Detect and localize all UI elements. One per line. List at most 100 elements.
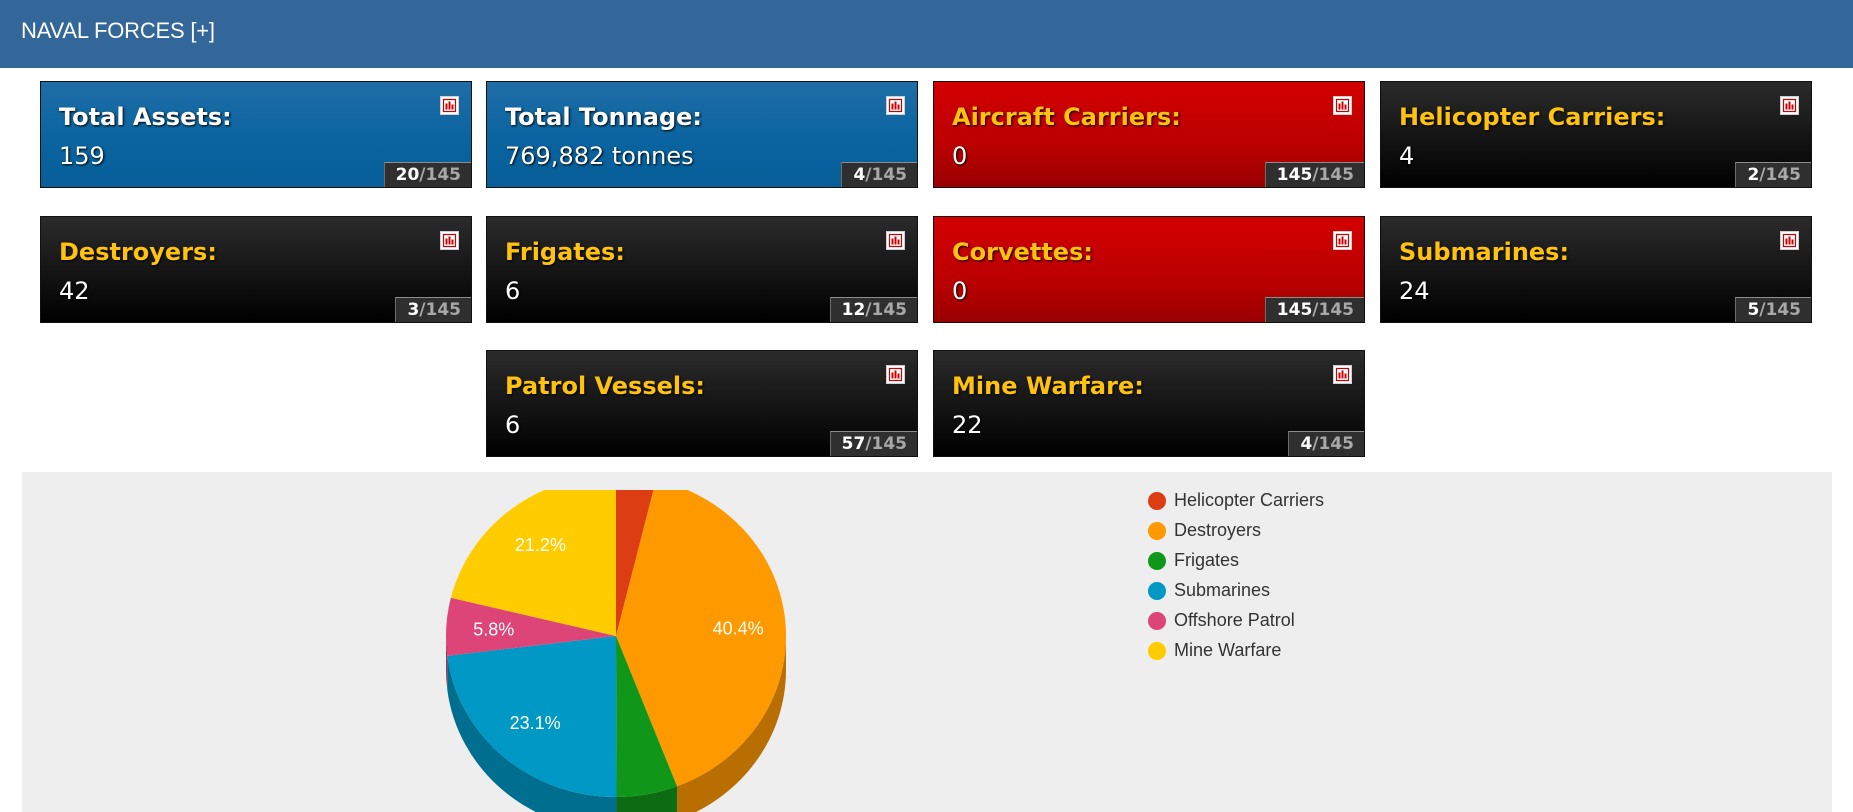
bar-chart-icon[interactable] (1780, 231, 1799, 250)
card-frigates: Frigates: 6 12/145 (486, 216, 918, 323)
pie-label-destroyers: 40.4% (713, 619, 764, 639)
rank-badge: 145/145 (1264, 162, 1364, 187)
bar-chart-icon[interactable] (886, 365, 905, 384)
legend-color-swatch (1148, 552, 1166, 570)
rank-position: 2 (1747, 165, 1760, 185)
rank-badge: 3/145 (395, 297, 471, 322)
card-total-tonnage: Total Tonnage: 769,882 tonnes 4/145 (486, 81, 918, 188)
bar-chart-icon[interactable] (1780, 96, 1799, 115)
legend-label: Mine Warfare (1174, 640, 1282, 660)
pie-slice-submarines[interactable] (447, 636, 617, 797)
rank-total: /145 (419, 300, 461, 320)
card-value: 42 (59, 277, 90, 305)
card-label: Frigates: (505, 238, 625, 266)
rank-badge: 5/145 (1735, 297, 1811, 322)
naval-forces-toggle[interactable]: NAVAL FORCES [+] (21, 18, 215, 43)
rank-position: 3 (407, 300, 420, 320)
rank-position: 4 (1300, 434, 1313, 454)
card-label: Helicopter Carriers: (1399, 103, 1666, 131)
rank-badge: 20/145 (383, 162, 471, 187)
rank-total: /145 (865, 300, 907, 320)
pie-side-frigates (616, 786, 678, 812)
rank-position: 12 (841, 300, 866, 320)
rank-position: 57 (841, 434, 866, 454)
rank-position: 4 (853, 165, 866, 185)
chart-panel (22, 472, 1832, 812)
card-label: Mine Warfare: (952, 372, 1144, 400)
pie-side-destroyers (677, 636, 786, 812)
card-mine-warfare: Mine Warfare: 22 4/145 (933, 350, 1365, 457)
card-submarines: Submarines: 24 5/145 (1380, 216, 1812, 323)
rank-total: /145 (1759, 165, 1801, 185)
card-value: 22 (952, 411, 983, 439)
legend-label: Submarines (1174, 580, 1271, 600)
legend-color-swatch (1148, 492, 1166, 510)
rank-total: /145 (1312, 165, 1354, 185)
rank-total: /145 (865, 434, 907, 454)
rank-total: /145 (865, 165, 907, 185)
pie-slice-helicopter-carriers[interactable] (616, 490, 656, 636)
legend-label: Frigates (1174, 550, 1240, 570)
bar-chart-icon[interactable] (440, 231, 459, 250)
card-value: 4 (1399, 142, 1415, 170)
card-label: Submarines: (1399, 238, 1570, 266)
legend-color-swatch (1148, 642, 1166, 660)
pie-slice-destroyers[interactable] (616, 490, 786, 787)
rank-total: /145 (1312, 434, 1354, 454)
rank-badge: 57/145 (829, 431, 917, 456)
legend-label: Helicopter Carriers (1174, 490, 1325, 510)
card-label: Corvettes: (952, 238, 1093, 266)
legend-color-swatch (1148, 522, 1166, 540)
rank-badge: 145/145 (1264, 297, 1364, 322)
pie-slice-mine-warfare[interactable] (450, 490, 616, 636)
rank-badge: 2/145 (1735, 162, 1811, 187)
pie-slice-frigates[interactable] (616, 636, 678, 797)
card-value: 6 (505, 411, 521, 439)
rank-badge: 4/145 (841, 162, 917, 187)
legend-color-swatch (1148, 582, 1166, 600)
bar-chart-icon[interactable] (1333, 365, 1352, 384)
pie-slice-offshore-patrol[interactable] (446, 597, 616, 656)
card-label: Destroyers: (59, 238, 217, 266)
legend-label: Destroyers (1174, 520, 1262, 540)
pie-label-offshore-patrol: 5.8% (473, 619, 514, 639)
pie-side-offshore-patrol (446, 636, 448, 690)
rank-total: /145 (419, 165, 461, 185)
pie-label-submarines: 23.1% (510, 713, 561, 733)
card-value: 769,882 tonnes (505, 142, 694, 170)
pie-side-submarines (447, 655, 617, 812)
card-label: Total Tonnage: (505, 103, 703, 131)
bar-chart-icon[interactable] (1333, 96, 1352, 115)
card-corvettes: Corvettes: 0 145/145 (933, 216, 1365, 323)
card-helicopter-carriers: Helicopter Carriers: 4 2/145 (1380, 81, 1812, 188)
rank-position: 5 (1747, 300, 1760, 320)
card-label: Aircraft Carriers: (952, 103, 1181, 131)
rank-badge: 12/145 (829, 297, 917, 322)
card-destroyers: Destroyers: 42 3/145 (40, 216, 472, 323)
card-aircraft-carriers: Aircraft Carriers: 0 145/145 (933, 81, 1365, 188)
card-patrol-vessels: Patrol Vessels: 6 57/145 (486, 350, 918, 457)
card-value: 159 (59, 142, 105, 170)
card-total-assets: Total Assets: 159 20/145 (40, 81, 472, 188)
bar-chart-icon[interactable] (440, 96, 459, 115)
rank-total: /145 (1312, 300, 1354, 320)
card-value: 6 (505, 277, 521, 305)
section-header: NAVAL FORCES [+] (0, 0, 1853, 68)
rank-badge: 4/145 (1288, 431, 1364, 456)
bar-chart-icon[interactable] (886, 96, 905, 115)
legend-label: Offshore Patrol (1174, 610, 1295, 630)
legend-color-swatch (1148, 612, 1166, 630)
rank-total: /145 (1759, 300, 1801, 320)
rank-position: 145 (1276, 300, 1313, 320)
bar-chart-icon[interactable] (886, 231, 905, 250)
card-label: Patrol Vessels: (505, 372, 706, 400)
card-value: 0 (952, 277, 968, 305)
rank-position: 145 (1276, 165, 1313, 185)
pie-chart: 40.4% 23.1% 5.8% 21.2% (446, 490, 786, 812)
card-label: Total Assets: (59, 103, 232, 131)
rank-position: 20 (395, 165, 420, 185)
card-value: 24 (1399, 277, 1430, 305)
pie-label-mine-warfare: 21.2% (515, 535, 566, 555)
card-value: 0 (952, 142, 968, 170)
bar-chart-icon[interactable] (1333, 231, 1352, 250)
